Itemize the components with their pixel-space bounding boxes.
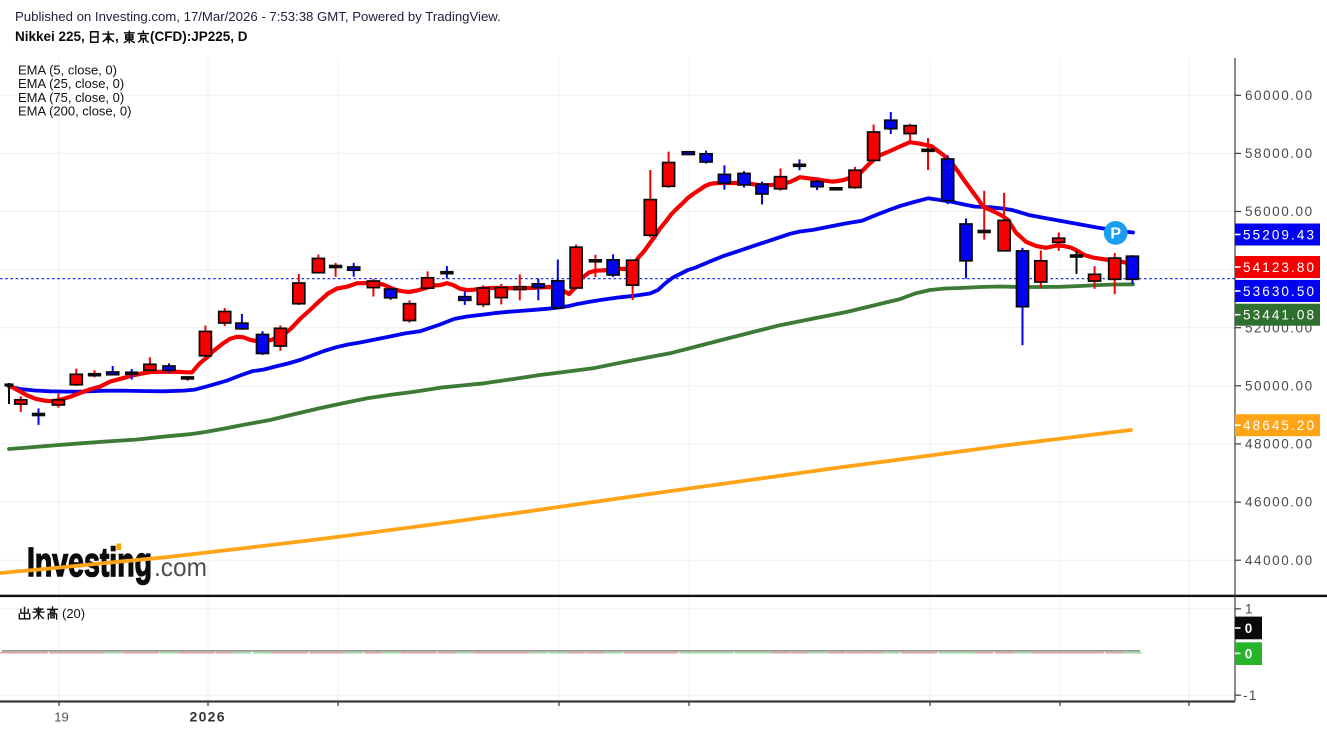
svg-text:EMA (25, close, 0): EMA (25, close, 0) [18,76,124,91]
svg-text:55209.43: 55209.43 [1243,227,1314,242]
svg-text:(CFD):JP225, D: (CFD):JP225, D [150,29,248,44]
svg-text:44000.00: 44000.00 [1245,553,1314,568]
svg-text:-1: -1 [1243,688,1258,703]
svg-text:50000.00: 50000.00 [1245,378,1314,393]
svg-text:53441.08: 53441.08 [1243,308,1314,323]
svg-text:53630.50: 53630.50 [1243,284,1314,299]
svg-text:(20): (20) [62,606,85,621]
svg-text:2026: 2026 [190,709,225,725]
svg-text:19: 19 [54,710,68,725]
svg-text:EMA (5, close, 0): EMA (5, close, 0) [18,63,117,78]
svg-text:58000.00: 58000.00 [1245,146,1314,161]
svg-text:0: 0 [1245,647,1253,662]
svg-text:,: , [115,29,119,44]
svg-text:46000.00: 46000.00 [1245,495,1314,510]
svg-text:0: 0 [1245,621,1253,636]
svg-text:EMA (200, close, 0): EMA (200, close, 0) [18,104,131,119]
svg-text:EMA (75, close, 0): EMA (75, close, 0) [18,90,124,105]
svg-text:56000.00: 56000.00 [1245,204,1314,219]
svg-text:P: P [1110,226,1121,243]
svg-text:48000.00: 48000.00 [1245,437,1314,452]
svg-text:54123.80: 54123.80 [1243,260,1314,275]
svg-text:Published on Investing.com, 17: Published on Investing.com, 17/Mar/2026 … [15,9,501,24]
svg-text:60000.00: 60000.00 [1245,88,1314,103]
svg-text:48645.20: 48645.20 [1243,418,1314,433]
svg-text:1: 1 [1245,601,1254,616]
svg-text:Nikkei 225,: Nikkei 225, [15,29,85,44]
